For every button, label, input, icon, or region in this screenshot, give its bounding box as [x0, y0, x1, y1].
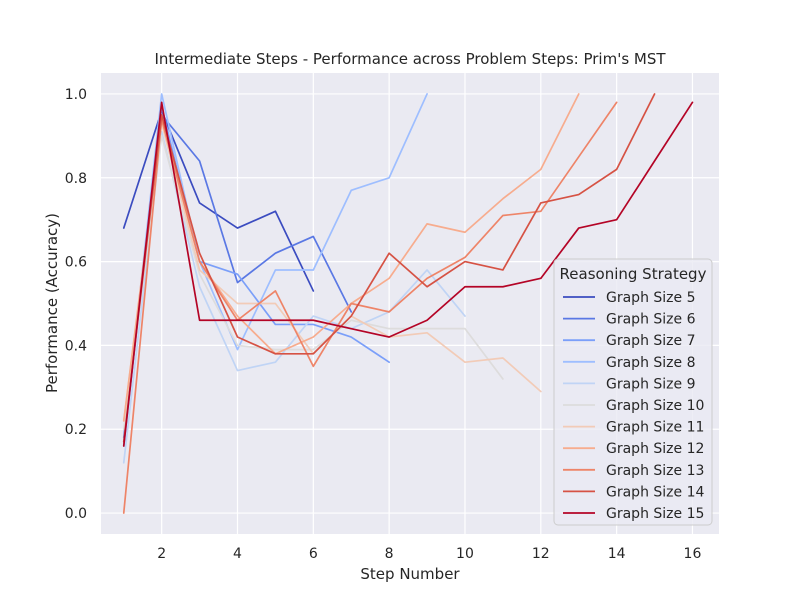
series-line-graph-size-10 [122, 135, 504, 431]
series-line-graph-size-13 [122, 101, 618, 514]
x-axis-ticks: 2 4 6 8 10 12 14 16 [157, 546, 701, 562]
series-line-graph-size-14 [122, 93, 656, 443]
x-tick-label: 10 [456, 546, 474, 562]
legend-label: Graph Size 13 [606, 463, 704, 479]
y-tick-label: 0.0 [65, 506, 87, 522]
y-axis-ticks: 0.0 0.2 0.4 0.6 0.8 1.0 [65, 87, 87, 522]
legend-label: Graph Size 15 [606, 506, 704, 522]
y-tick-label: 0.8 [65, 171, 87, 187]
x-tick-label: 2 [157, 546, 166, 562]
series-layer [122, 93, 694, 514]
legend-label: Graph Size 8 [606, 355, 696, 371]
legend-label: Graph Size 12 [606, 441, 704, 457]
legend-label: Graph Size 10 [606, 398, 704, 414]
chart-title: Intermediate Steps - Performance across … [154, 50, 666, 68]
series-line-graph-size-15 [122, 101, 694, 447]
legend-label: Graph Size 6 [606, 312, 696, 328]
legend-label: Graph Size 9 [606, 376, 696, 392]
y-tick-label: 0.2 [65, 422, 87, 438]
x-tick-label: 14 [608, 546, 626, 562]
x-tick-label: 6 [309, 546, 318, 562]
x-tick-label: 8 [385, 546, 394, 562]
series-line-graph-size-5 [122, 109, 315, 292]
legend-box [553, 258, 713, 526]
x-tick-label: 16 [684, 546, 702, 562]
legend-items: Graph Size 5 Graph Size 6 Graph Size 7 Grap… [563, 290, 704, 522]
y-tick-label: 1.0 [65, 87, 87, 103]
x-axis-label: Step Number [360, 565, 460, 583]
y-axis-label: Performance (Accuracy) [43, 213, 61, 393]
y-tick-label: 0.4 [65, 338, 87, 354]
legend-title: Reasoning Strategy [560, 265, 707, 283]
legend-label: Graph Size 14 [606, 484, 704, 500]
legend-label: Graph Size 11 [606, 420, 704, 436]
y-tick-label: 0.6 [65, 255, 87, 271]
series-line-graph-size-7 [122, 105, 390, 447]
legend-label: Graph Size 5 [606, 290, 696, 306]
legend-label: Graph Size 7 [606, 333, 696, 349]
series-line-graph-size-8 [122, 93, 428, 443]
x-tick-label: 4 [233, 546, 242, 562]
x-tick-label: 12 [532, 546, 550, 562]
